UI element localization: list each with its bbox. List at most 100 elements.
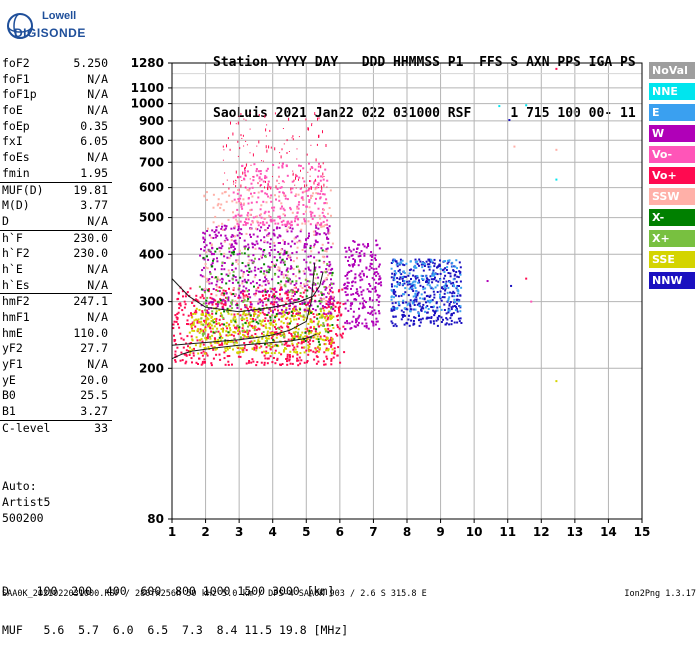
echo-point — [267, 299, 270, 302]
param-row: yF2 27.7 — [0, 341, 112, 357]
echo-point — [215, 294, 218, 297]
echo-point — [216, 280, 219, 283]
echo-point — [234, 214, 237, 217]
echo-point — [204, 352, 206, 355]
echo-point — [333, 299, 336, 302]
echo-point — [216, 341, 219, 344]
echo-point — [313, 336, 316, 339]
echo-point — [363, 306, 366, 309]
echo-point — [279, 217, 282, 220]
echo-point — [203, 246, 206, 249]
echo-point — [243, 239, 246, 242]
echo-point — [238, 232, 241, 235]
echo-point — [317, 350, 320, 353]
echo-point — [298, 271, 301, 274]
echo-point — [289, 281, 292, 284]
echo-point — [241, 316, 244, 319]
echo-point — [324, 363, 327, 366]
echo-point — [359, 286, 362, 289]
echo-point — [235, 182, 237, 184]
echo-point — [365, 325, 368, 327]
echo-point — [390, 283, 393, 286]
echo-point — [292, 170, 294, 172]
echo-point — [273, 303, 276, 306]
echo-point — [433, 296, 436, 299]
param-value: 110.0 — [73, 325, 108, 340]
echo-point — [450, 306, 453, 309]
echo-point — [231, 340, 233, 343]
echo-point — [276, 188, 279, 190]
echo-point — [280, 202, 283, 205]
echo-point — [177, 311, 180, 314]
legend-item: NNW — [649, 272, 695, 289]
echo-point — [308, 280, 311, 283]
echo-point — [276, 303, 279, 306]
echo-point — [329, 284, 331, 287]
echo-point — [203, 241, 205, 244]
echo-point — [243, 245, 246, 248]
echo-point — [342, 332, 344, 335]
echo-point — [258, 170, 260, 173]
echo-point — [256, 220, 259, 223]
echo-point — [324, 271, 327, 274]
echo-point — [449, 275, 452, 278]
echo-point — [286, 291, 289, 294]
echo-point — [286, 355, 289, 358]
echo-point — [221, 305, 224, 308]
echo-point — [432, 309, 435, 312]
echo-point — [459, 317, 462, 320]
echo-point — [285, 341, 288, 344]
echo-point — [205, 313, 208, 316]
echo-point — [252, 254, 255, 257]
echo-point — [271, 288, 274, 290]
trace-line — [171, 262, 316, 346]
echo-point — [251, 342, 254, 345]
echo-point — [455, 305, 457, 308]
echo-point — [432, 290, 435, 293]
echo-point — [215, 283, 218, 286]
echo-point — [274, 147, 276, 151]
echo-point — [443, 271, 446, 273]
echo-point — [270, 346, 273, 349]
echo-point — [285, 302, 287, 305]
echo-point — [353, 325, 356, 328]
echo-point — [182, 295, 184, 298]
echo-point — [365, 301, 367, 304]
echo-point — [221, 225, 223, 228]
echo-point — [415, 266, 418, 269]
echo-point — [283, 192, 285, 195]
echo-point — [445, 322, 448, 325]
echo-point — [230, 313, 233, 316]
echo-point — [289, 278, 291, 281]
echo-point — [265, 297, 268, 300]
echo-point — [236, 208, 239, 211]
echo-point — [254, 294, 257, 297]
echo-point — [237, 329, 239, 332]
echo-point — [418, 281, 421, 284]
echo-point — [355, 251, 358, 253]
echo-point — [231, 281, 234, 284]
echo-point — [319, 331, 321, 334]
echo-point — [234, 316, 237, 318]
echo-point — [423, 297, 426, 300]
auto-software: Artist5 — [2, 495, 51, 509]
echo-point — [176, 346, 179, 349]
echo-point — [264, 255, 267, 258]
echo-point — [417, 302, 420, 305]
echo-point — [202, 297, 205, 300]
echo-point — [378, 247, 381, 250]
echo-point — [329, 324, 331, 327]
echo-point — [321, 249, 324, 252]
echo-point — [209, 272, 212, 275]
echo-point — [246, 313, 249, 316]
echo-point — [310, 330, 313, 332]
echo-point — [194, 325, 197, 328]
echo-point — [185, 349, 188, 352]
echo-point — [266, 334, 269, 336]
echo-point — [447, 272, 450, 274]
echo-point — [298, 201, 301, 204]
echo-point — [307, 332, 310, 335]
echo-point — [352, 293, 355, 296]
echo-point — [246, 188, 249, 191]
echo-point — [227, 324, 230, 327]
